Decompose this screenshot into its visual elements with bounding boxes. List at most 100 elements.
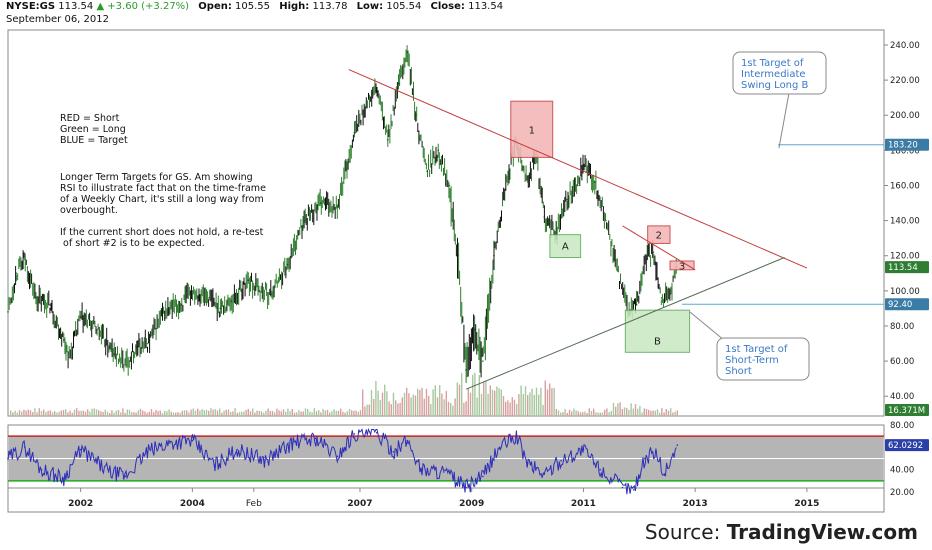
volume-bar [183, 410, 186, 416]
price-point [652, 251, 655, 254]
trend-line-red[interactable] [348, 69, 808, 269]
long-box-A[interactable] [549, 234, 582, 258]
volume-bar [388, 401, 390, 416]
volume-bar [84, 411, 87, 416]
volume-bar [201, 409, 203, 416]
short-box-2[interactable] [647, 225, 671, 244]
callout-swing-target[interactable] [732, 51, 827, 95]
volume-bar [47, 410, 49, 416]
rsi-point [213, 464, 216, 467]
volume-bar [412, 394, 414, 416]
trend-line-red[interactable] [622, 225, 696, 271]
short-box-3[interactable] [669, 260, 695, 271]
volume-bar [124, 412, 126, 416]
volume-bar [551, 388, 553, 416]
price-point [473, 328, 476, 331]
volume-bar [23, 409, 25, 416]
volume-bar [379, 400, 381, 416]
volume-bar [496, 386, 498, 416]
volume-bar [373, 399, 375, 416]
y-tick-label: 240.00 [890, 41, 920, 51]
price-point [336, 205, 339, 208]
short-box-label: 2 [656, 231, 662, 242]
price-point [576, 184, 579, 187]
volume-bar [419, 390, 421, 416]
volume-bar [505, 401, 507, 416]
close-value: 113.54 [468, 1, 504, 12]
volume-bar [568, 409, 571, 416]
rsi-point [420, 468, 423, 471]
rsi-point [336, 455, 339, 458]
volume-bar [73, 409, 76, 416]
volume-bar [245, 410, 247, 416]
volume-bar [18, 410, 21, 416]
volume-bar [194, 410, 197, 416]
volume-bar [247, 408, 249, 416]
volume-bar [78, 410, 80, 416]
volume-bar [469, 392, 472, 416]
volume-bar [214, 409, 216, 416]
volume-bar [166, 411, 168, 416]
volume-bar [271, 411, 274, 416]
price-point [448, 184, 451, 187]
volume-bar [331, 411, 333, 416]
volume-bar [452, 405, 454, 416]
volume-bar [346, 411, 348, 416]
trend-line-green[interactable] [465, 257, 785, 390]
price-point [414, 114, 417, 117]
rsi-tick-label: 80.00 [890, 421, 914, 431]
volume-bar [575, 410, 577, 416]
high-label: High: [279, 1, 310, 12]
rsi-point [526, 462, 529, 464]
volume-bar [38, 408, 40, 416]
volume-bar [637, 408, 639, 416]
low-value: 105.54 [386, 1, 422, 12]
volume-bar [300, 411, 302, 416]
y-tick-label: 180.00 [890, 146, 920, 156]
volume-bar [573, 408, 575, 416]
rsi-point [392, 451, 395, 453]
price-point [286, 263, 289, 266]
y-tick-label: 140.00 [890, 217, 920, 227]
callout-swing-target-text: 1st Target of [741, 58, 804, 69]
volume-bar [289, 411, 291, 416]
rsi-point [264, 459, 266, 462]
volume-bar [82, 410, 84, 416]
price-point [635, 304, 638, 306]
volume-bar [590, 411, 593, 416]
volume-bar [401, 397, 403, 416]
price-point [406, 51, 409, 53]
x-tick-label: 2002 [68, 499, 93, 509]
price-point [456, 254, 459, 257]
price-point [543, 216, 546, 219]
callout-short-target[interactable] [716, 337, 810, 381]
volume-bar [164, 410, 166, 416]
volume-bar [630, 403, 632, 416]
volume-bar [408, 393, 410, 416]
y-tick-label: 200.00 [890, 111, 920, 121]
volume-bar [634, 404, 637, 416]
volume-bar [430, 403, 432, 416]
volume-bar [524, 386, 527, 416]
price-point [113, 353, 115, 355]
volume-bar [115, 410, 117, 416]
price-point [163, 311, 166, 313]
price-point [191, 290, 194, 292]
price-point [398, 82, 400, 85]
volume-bar [597, 412, 599, 416]
volume-bar [210, 408, 212, 416]
volume-bar [329, 412, 331, 416]
volume-bar [146, 412, 148, 416]
volume-bar [456, 382, 458, 416]
volume-bar [403, 392, 406, 416]
volume-bar [212, 409, 214, 416]
volume-bar [219, 408, 221, 416]
volume-bar [472, 374, 474, 416]
long-box-label: B [654, 336, 661, 347]
volume-bar [450, 403, 452, 416]
short-box-1[interactable] [510, 100, 554, 158]
price-point [96, 328, 99, 331]
volume-badge [885, 404, 929, 416]
long-box-B[interactable] [624, 309, 691, 353]
